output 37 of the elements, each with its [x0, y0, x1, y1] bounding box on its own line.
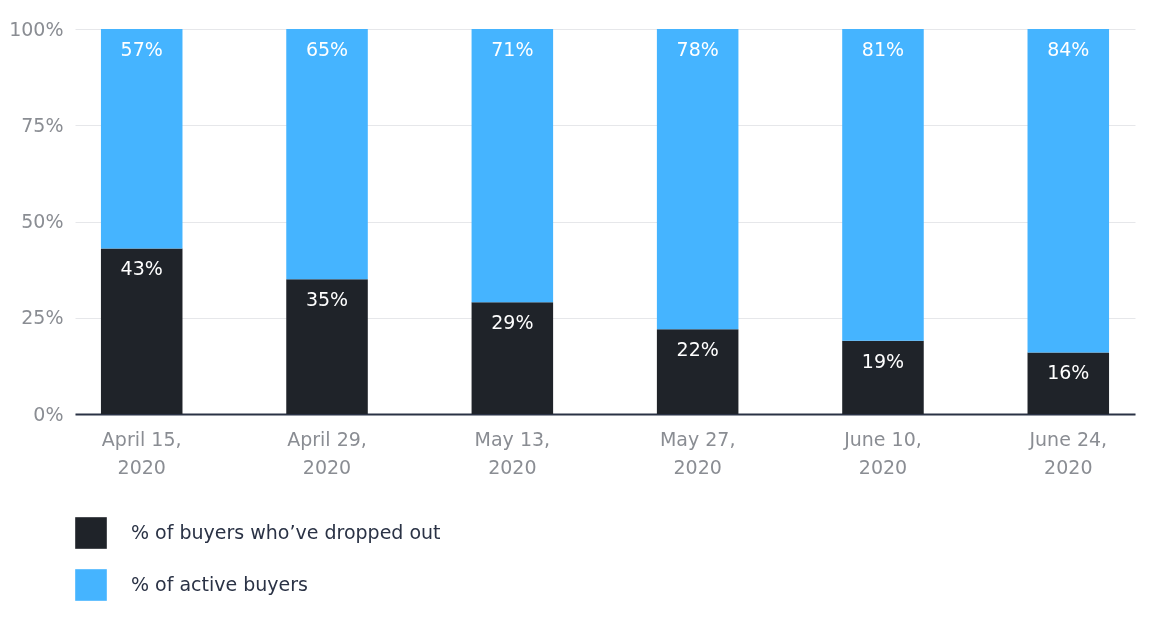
data-label: 22% [676, 338, 719, 361]
data-label: 84% [1047, 38, 1090, 60]
data-label: 19% [861, 349, 905, 372]
bar [842, 340, 924, 414]
bar [656, 29, 739, 330]
y-tick-label: 100% [9, 17, 64, 40]
data-label: 71% [491, 38, 534, 60]
data-label: 29% [491, 311, 534, 334]
bar [286, 29, 368, 280]
data-label: 81% [861, 38, 905, 60]
y-tick-label: 0% [33, 402, 64, 425]
bar [471, 302, 554, 414]
x-tick-label: April 29, 2020 [287, 427, 367, 478]
data-label: 65% [305, 38, 349, 60]
bar [471, 29, 554, 303]
x-tick-label: June 24, 2020 [1028, 427, 1108, 478]
bar [842, 29, 924, 341]
data-label: 43% [120, 257, 163, 280]
x-tick-label: May 13, 2020 [474, 427, 551, 478]
bar [656, 329, 739, 414]
bar [286, 279, 368, 414]
x-tick-label: June 10, 2020 [843, 427, 922, 478]
y-tick-label: 75% [21, 113, 64, 136]
data-label: 35% [305, 288, 349, 311]
data-label: 57% [120, 38, 163, 60]
legend-label: % of active buyers [131, 573, 308, 595]
y-tick-label: 25% [21, 306, 64, 329]
x-tick-label: May 27, 2020 [659, 427, 736, 478]
data-label: 16% [1047, 361, 1090, 384]
y-tick-label: 50% [21, 210, 64, 232]
bar [100, 248, 183, 414]
x-tick-label: April 15, 2020 [101, 427, 182, 478]
legend-label: % of buyers who’ve dropped out [131, 521, 441, 543]
bar [1027, 352, 1110, 414]
bar [100, 29, 183, 249]
bar [1027, 29, 1110, 353]
data-label: 78% [676, 38, 719, 60]
